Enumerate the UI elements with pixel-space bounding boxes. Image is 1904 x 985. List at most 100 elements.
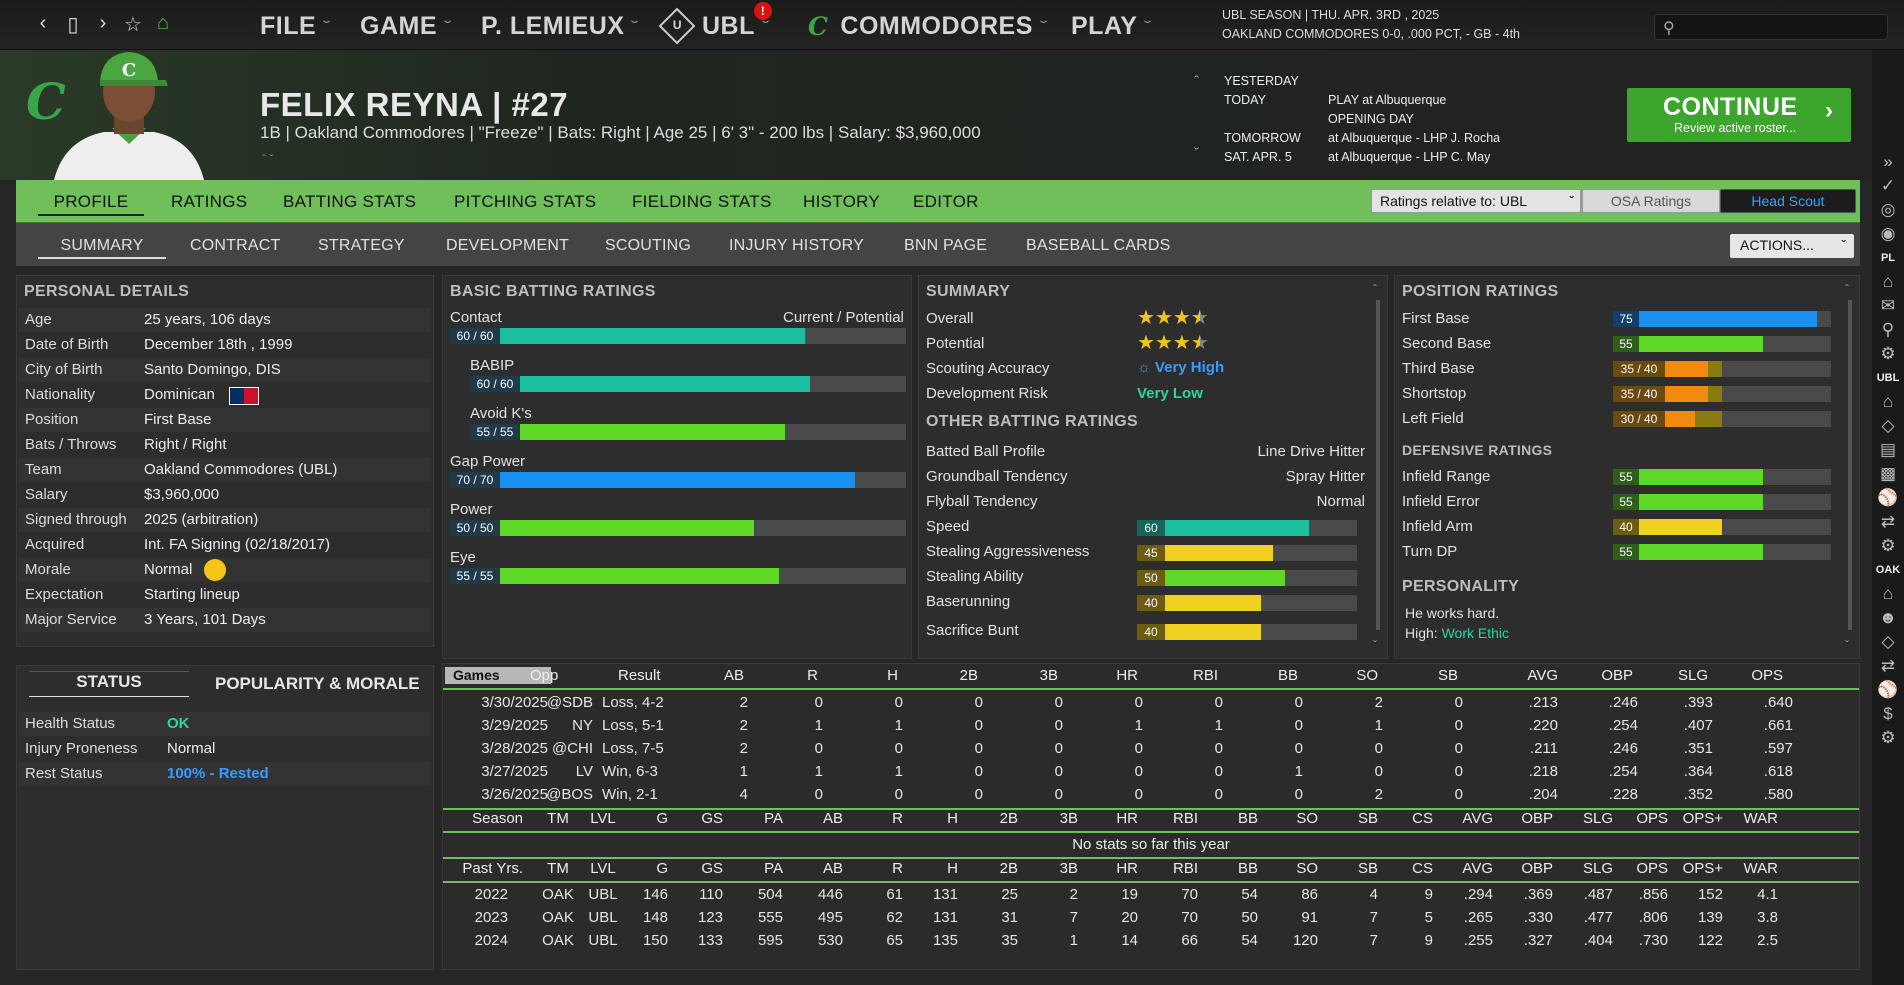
tab-strategy[interactable]: STRATEGY xyxy=(318,237,405,254)
gear-icon[interactable]: ⚙ xyxy=(1880,536,1896,555)
past-header: HR xyxy=(1116,860,1138,877)
scroll-down-icon[interactable]: ˇ xyxy=(1845,638,1849,652)
search-input[interactable]: ⚲ xyxy=(1654,14,1888,40)
tab-batting-stats[interactable]: BATTING STATS xyxy=(283,192,417,211)
past-stats-cell: 25 xyxy=(1001,886,1018,903)
games-cell: @SDB xyxy=(546,694,593,711)
tab-contract[interactable]: CONTRACT xyxy=(190,237,281,254)
season-header: PA xyxy=(764,810,783,827)
games-cell: 3/27/2025 xyxy=(481,763,548,780)
menu-league[interactable]: U UBL ˇ ! xyxy=(658,2,772,45)
menu-manager[interactable]: P. LEMIEUX ˇ xyxy=(481,11,638,41)
summary-scrollbar[interactable]: ˆ ˇ xyxy=(1373,282,1383,652)
gear-icon[interactable]: ⚙ xyxy=(1880,344,1896,363)
diamond-icon[interactable]: ◇ xyxy=(1881,632,1895,651)
player-nav-arrows[interactable]: ˆ ˇ xyxy=(262,152,274,166)
bar-fill xyxy=(1613,494,1763,510)
search-icon[interactable]: ⚲ xyxy=(1881,320,1895,339)
past-stats-cell: 152 xyxy=(1697,886,1723,903)
tab-fielding-stats[interactable]: FIELDING STATS xyxy=(632,192,772,211)
position-scrollbar[interactable]: ˆ ˇ xyxy=(1845,282,1855,652)
past-stats-cell: 135 xyxy=(932,932,958,949)
scroll-up-icon[interactable]: ˆ xyxy=(1845,282,1849,296)
past-stats-cell: .265 xyxy=(1463,909,1493,926)
home-icon[interactable]: ⌂ xyxy=(1882,584,1894,603)
schedule-value[interactable]: PLAY at Albuquerque xyxy=(1328,93,1447,107)
mail-icon[interactable]: ✉ xyxy=(1880,296,1896,315)
back-icon[interactable]: ‹ xyxy=(39,12,47,34)
menu-team[interactable]: C COMMODORES ˇ xyxy=(808,11,1047,41)
tab-bnn-page[interactable]: BNN PAGE xyxy=(904,237,988,254)
dollar-icon[interactable]: $ xyxy=(1883,704,1893,723)
past-stats-cell: 110 xyxy=(699,886,723,903)
games-cell: 0 xyxy=(1214,763,1223,780)
tab-popularity-morale[interactable]: POPULARITY & MORALE xyxy=(215,674,420,693)
menu-file[interactable]: FILE ˇ xyxy=(260,11,330,41)
bar-value: 60 / 60 xyxy=(470,376,520,392)
scroll-down-icon[interactable]: ˇ xyxy=(1373,638,1377,652)
tab-status[interactable]: STATUS xyxy=(29,671,189,697)
baseball-icon[interactable]: ⚾ xyxy=(1877,488,1899,507)
home-icon[interactable]: ⌂ xyxy=(1882,272,1894,291)
season-header: AVG xyxy=(1462,810,1493,827)
diamond-icon[interactable]: ◇ xyxy=(1881,416,1895,435)
news-icon[interactable]: ▤ xyxy=(1879,440,1897,459)
schedule-down-icon[interactable]: ˇ xyxy=(1194,145,1199,162)
defensive-label: Infield Error xyxy=(1402,493,1480,510)
users-icon[interactable]: ☻ xyxy=(1879,608,1897,627)
batting-rating-label: Contact xyxy=(450,309,502,326)
scroll-up-icon[interactable]: ˆ xyxy=(1373,282,1377,296)
past-stats-cell: 66 xyxy=(1181,932,1198,949)
tab-summary[interactable]: SUMMARY xyxy=(38,234,166,259)
expand-icon[interactable]: » xyxy=(1883,152,1893,171)
tab-baseball-cards[interactable]: BASEBALL CARDS xyxy=(1026,237,1171,254)
personal-details-panel: PERSONAL DETAILS Age 25 years, 106 days Da… xyxy=(16,275,434,647)
trade-icon[interactable]: ⇄ xyxy=(1880,656,1896,675)
ratings-relative-select[interactable]: Ratings relative to: UBL ˇ xyxy=(1371,189,1581,213)
past-stats-cell: 70 xyxy=(1181,886,1198,903)
season-header: OPS xyxy=(1636,810,1668,827)
season-header: 3B xyxy=(1059,810,1078,827)
trade-icon[interactable]: ⇄ xyxy=(1880,512,1896,531)
forward-icon[interactable]: › xyxy=(99,12,107,34)
globe-icon[interactable]: ◎ xyxy=(1880,200,1896,219)
detail-label: Expectation xyxy=(25,586,104,603)
games-header: RBI xyxy=(1192,667,1218,684)
menu-game[interactable]: GAME ˇ xyxy=(360,11,451,41)
star-icon[interactable]: ☆ xyxy=(124,14,142,36)
home-icon[interactable]: ⌂ xyxy=(1882,392,1894,411)
games-cell: .220 xyxy=(1528,717,1558,734)
baseball-icon[interactable]: ⚾ xyxy=(1877,680,1899,699)
games-cell: 2 xyxy=(739,717,748,734)
defensive-rating-bar: 55 xyxy=(1613,494,1831,510)
actions-dropdown[interactable]: ACTIONS... ˇ xyxy=(1730,234,1854,258)
page-icon[interactable]: ▯ xyxy=(67,14,79,36)
chart-icon[interactable]: ▩ xyxy=(1879,464,1897,483)
tab-pitching-stats[interactable]: PITCHING STATS xyxy=(454,192,597,211)
position-label: Second Base xyxy=(1402,335,1492,352)
tab-editor[interactable]: EDITOR xyxy=(913,192,979,211)
bar-fill xyxy=(520,376,810,392)
position-rating-bar: 30 / 40 xyxy=(1613,411,1831,427)
tab-development[interactable]: DEVELOPMENT xyxy=(446,237,570,254)
games-cell: 3/30/2025 xyxy=(481,694,548,711)
tab-scouting[interactable]: SCOUTING xyxy=(605,237,692,254)
bulb-icon[interactable]: ◉ xyxy=(1880,224,1896,243)
tab-ratings[interactable]: RATINGS xyxy=(171,192,248,211)
bar-value: 50 xyxy=(1137,570,1165,586)
continue-button[interactable]: CONTINUE › Review active roster... xyxy=(1627,88,1851,142)
games-cell: 0 xyxy=(1294,717,1303,734)
tab-injury-history[interactable]: INJURY HISTORY xyxy=(729,237,864,254)
check-icon[interactable]: ✓ xyxy=(1880,176,1896,195)
games-cell: .661 xyxy=(1763,717,1793,734)
head-scout-button[interactable]: Head Scout xyxy=(1720,189,1856,213)
osa-ratings-button[interactable]: OSA Ratings xyxy=(1582,189,1720,213)
tab-history[interactable]: HISTORY xyxy=(803,192,881,211)
games-cell: Win, 2-1 xyxy=(602,786,658,803)
schedule-up-icon[interactable]: ˆ xyxy=(1194,73,1199,90)
home-icon[interactable]: ⌂ xyxy=(156,12,170,34)
tab-profile[interactable]: PROFILE xyxy=(38,192,144,216)
menu-play[interactable]: PLAY ˇ xyxy=(1071,11,1151,41)
gear-icon[interactable]: ⚙ xyxy=(1880,728,1896,747)
games-header[interactable]: Games xyxy=(445,667,551,684)
